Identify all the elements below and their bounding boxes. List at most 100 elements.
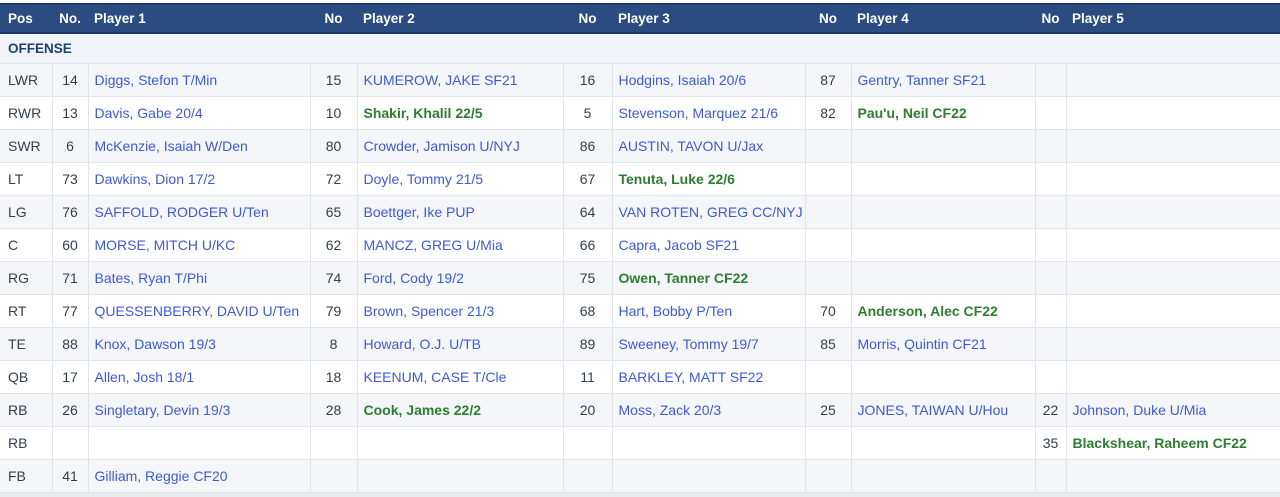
player-cell[interactable]: Morris, Quintin CF21 — [851, 327, 1036, 361]
jersey-number: 11 — [563, 360, 613, 394]
player-link[interactable]: Shakir, Khalil 22/5 — [363, 105, 483, 121]
player-cell[interactable]: Hodgins, Isaiah 20/6 — [612, 63, 806, 97]
player-link[interactable]: KUMEROW, JAKE SF21 — [363, 72, 518, 88]
player-link[interactable]: Blackshear, Raheem CF22 — [1072, 435, 1247, 451]
player-cell[interactable]: KEENUM, CASE T/Cle — [357, 360, 564, 394]
player-link[interactable]: Brown, Spencer 21/3 — [363, 303, 495, 319]
player-link[interactable]: MORSE, MITCH U/KC — [94, 237, 236, 253]
player-link[interactable]: KEENUM, CASE T/Cle — [363, 369, 507, 385]
player-cell[interactable]: BARKLEY, MATT SF22 — [612, 360, 806, 394]
player-cell[interactable]: QUESSENBERRY, DAVID U/Ten — [88, 294, 311, 328]
player-cell[interactable]: Hart, Bobby P/Ten — [612, 294, 806, 328]
player-cell[interactable]: SAFFOLD, RODGER U/Ten — [88, 195, 311, 229]
player-link[interactable]: Allen, Josh 18/1 — [94, 369, 195, 385]
player-cell[interactable]: Diggs, Stefon T/Min — [88, 63, 311, 97]
player-cell[interactable]: Brown, Spencer 21/3 — [357, 294, 564, 328]
player-link[interactable]: Crowder, Jamison U/NYJ — [363, 138, 520, 154]
player-cell[interactable]: Knox, Dawson 19/3 — [88, 327, 311, 361]
player-cell[interactable]: Allen, Josh 18/1 — [88, 360, 311, 394]
player-link[interactable]: Doyle, Tommy 21/5 — [363, 171, 484, 187]
player-link[interactable]: Morris, Quintin CF21 — [857, 336, 987, 352]
player-link[interactable]: Anderson, Alec CF22 — [857, 303, 998, 319]
player-cell[interactable]: Bates, Ryan T/Phi — [88, 261, 311, 295]
player-cell[interactable]: Moss, Zack 20/3 — [612, 393, 806, 427]
player-link[interactable]: Moss, Zack 20/3 — [618, 402, 722, 418]
player-cell[interactable]: Stevenson, Marquez 21/6 — [612, 96, 806, 130]
player-link[interactable]: Ford, Cody 19/2 — [363, 270, 464, 286]
player-cell[interactable]: McKenzie, Isaiah W/Den — [88, 129, 311, 163]
jersey-number: 13 — [52, 96, 89, 130]
player-cell[interactable]: AUSTIN, TAVON U/Jax — [612, 129, 806, 163]
jersey-number — [52, 426, 89, 460]
jersey-number: 74 — [310, 261, 358, 295]
player-cell[interactable]: Dawkins, Dion 17/2 — [88, 162, 311, 196]
player-cell[interactable]: Cook, James 22/2 — [357, 393, 564, 427]
player-cell[interactable]: JONES, TAIWAN U/Hou — [851, 393, 1036, 427]
player-cell — [851, 360, 1036, 394]
player-cell[interactable]: Sweeney, Tommy 19/7 — [612, 327, 806, 361]
player-link[interactable]: Capra, Jacob SF21 — [618, 237, 740, 253]
player-cell[interactable]: Singletary, Devin 19/3 — [88, 393, 311, 427]
player-link[interactable]: Diggs, Stefon T/Min — [94, 72, 218, 88]
player-link[interactable]: Gentry, Tanner SF21 — [857, 72, 987, 88]
player-cell[interactable]: Boettger, Ike PUP — [357, 195, 564, 229]
player-link[interactable]: Singletary, Devin 19/3 — [94, 402, 231, 418]
jersey-number — [805, 162, 852, 196]
player-cell[interactable]: Davis, Gabe 20/4 — [88, 96, 311, 130]
player-cell[interactable]: MANCZ, GREG U/Mia — [357, 228, 564, 262]
player-link[interactable]: BARKLEY, MATT SF22 — [618, 369, 764, 385]
player-cell[interactable]: Gilliam, Reggie CF20 — [88, 459, 311, 493]
player-link[interactable]: AUSTIN, TAVON U/Jax — [618, 138, 764, 154]
player-link[interactable]: JONES, TAIWAN U/Hou — [857, 402, 1009, 418]
depth-row: LWR 14 Diggs, Stefon T/Min 15 KUMEROW, JAKE … — [0, 63, 1280, 97]
player-link[interactable]: Sweeney, Tommy 19/7 — [618, 336, 759, 352]
jersey-number: 67 — [563, 162, 613, 196]
player-cell[interactable]: Doyle, Tommy 21/5 — [357, 162, 564, 196]
jersey-number: 87 — [805, 63, 852, 97]
player-link[interactable]: Dawkins, Dion 17/2 — [94, 171, 216, 187]
player-link[interactable]: Owen, Tanner CF22 — [618, 270, 749, 286]
player-cell[interactable]: Howard, O.J. U/TB — [357, 327, 564, 361]
player-link[interactable]: VAN ROTEN, GREG CC/NYJ — [618, 204, 803, 220]
jersey-number — [1035, 195, 1067, 229]
player-cell[interactable]: VAN ROTEN, GREG CC/NYJ — [612, 195, 806, 229]
player-link[interactable]: Johnson, Duke U/Mia — [1072, 402, 1207, 418]
player-cell[interactable]: Crowder, Jamison U/NYJ — [357, 129, 564, 163]
player-cell[interactable]: Owen, Tanner CF22 — [612, 261, 806, 295]
player-link[interactable]: QUESSENBERRY, DAVID U/Ten — [94, 303, 300, 319]
player-cell[interactable]: MORSE, MITCH U/KC — [88, 228, 311, 262]
player-link[interactable]: Bates, Ryan T/Phi — [94, 270, 208, 286]
player-link[interactable]: Howard, O.J. U/TB — [363, 336, 481, 352]
player-link[interactable]: Hart, Bobby P/Ten — [618, 303, 733, 319]
player-link[interactable]: Tenuta, Luke 22/6 — [618, 171, 735, 187]
jersey-number: 17 — [52, 360, 89, 394]
player-cell[interactable]: Tenuta, Luke 22/6 — [612, 162, 806, 196]
player-link[interactable]: SAFFOLD, RODGER U/Ten — [94, 204, 269, 220]
player-link[interactable]: Stevenson, Marquez 21/6 — [618, 105, 779, 121]
player-cell[interactable]: Shakir, Khalil 22/5 — [357, 96, 564, 130]
player-cell[interactable]: Ford, Cody 19/2 — [357, 261, 564, 295]
player-cell[interactable]: Pau'u, Neil CF22 — [851, 96, 1036, 130]
player-cell[interactable]: Anderson, Alec CF22 — [851, 294, 1036, 328]
player-cell[interactable]: Johnson, Duke U/Mia — [1066, 393, 1280, 427]
jersey-number: 72 — [310, 162, 358, 196]
player-cell[interactable]: Gentry, Tanner SF21 — [851, 63, 1036, 97]
depth-row: SWR 6 McKenzie, Isaiah W/Den 80 Crowder, Jam… — [0, 129, 1280, 163]
player-link[interactable]: McKenzie, Isaiah W/Den — [94, 138, 248, 154]
jersey-number: 68 — [563, 294, 613, 328]
player-link[interactable]: MANCZ, GREG U/Mia — [363, 237, 503, 253]
player-cell[interactable]: Blackshear, Raheem CF22 — [1066, 426, 1280, 460]
player-link[interactable]: Boettger, Ike PUP — [363, 204, 475, 220]
player-cell[interactable]: KUMEROW, JAKE SF21 — [357, 63, 564, 97]
player-link[interactable]: Davis, Gabe 20/4 — [94, 105, 203, 121]
jersey-number: 41 — [52, 459, 89, 493]
player-link[interactable]: Gilliam, Reggie CF20 — [94, 468, 228, 484]
player-link[interactable]: Pau'u, Neil CF22 — [857, 105, 967, 121]
position-cell: LT — [0, 162, 53, 196]
player-cell[interactable]: Capra, Jacob SF21 — [612, 228, 806, 262]
player-link[interactable]: Knox, Dawson 19/3 — [94, 336, 216, 352]
player-link[interactable]: Cook, James 22/2 — [363, 402, 482, 418]
player-link[interactable]: Hodgins, Isaiah 20/6 — [618, 72, 747, 88]
depth-row: RT 77 QUESSENBERRY, DAVID U/Ten 79 Brown, Sp… — [0, 294, 1280, 328]
jersey-number — [1035, 459, 1067, 493]
